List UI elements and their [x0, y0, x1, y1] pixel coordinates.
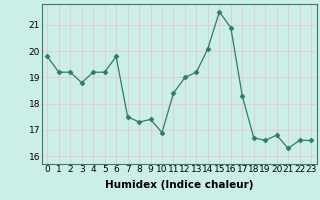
X-axis label: Humidex (Indice chaleur): Humidex (Indice chaleur) [105, 180, 253, 190]
